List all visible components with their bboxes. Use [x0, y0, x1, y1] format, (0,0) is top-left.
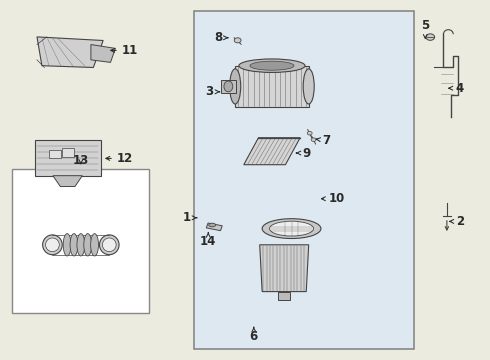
Ellipse shape — [63, 234, 71, 256]
Ellipse shape — [77, 234, 85, 256]
Text: 11: 11 — [111, 44, 138, 57]
Ellipse shape — [262, 219, 321, 238]
Ellipse shape — [99, 235, 119, 255]
Ellipse shape — [70, 234, 78, 256]
Text: 3: 3 — [206, 85, 220, 98]
Text: 12: 12 — [106, 152, 133, 165]
Ellipse shape — [209, 223, 216, 227]
Bar — [194, 11, 414, 349]
Polygon shape — [244, 138, 300, 165]
Ellipse shape — [239, 59, 305, 72]
Ellipse shape — [224, 81, 233, 92]
Text: 5: 5 — [421, 19, 429, 39]
Ellipse shape — [102, 238, 116, 252]
Bar — [49, 150, 61, 158]
Ellipse shape — [230, 69, 241, 104]
Text: 10: 10 — [321, 192, 345, 205]
Ellipse shape — [91, 234, 98, 256]
Text: 1: 1 — [183, 211, 197, 224]
Text: 9: 9 — [296, 147, 310, 159]
Bar — [220, 80, 236, 93]
Ellipse shape — [303, 69, 314, 104]
Text: 8: 8 — [214, 31, 228, 44]
Text: 13: 13 — [73, 154, 89, 167]
Bar — [34, 140, 101, 176]
Ellipse shape — [84, 234, 92, 256]
Ellipse shape — [270, 221, 314, 236]
Circle shape — [307, 131, 312, 135]
Ellipse shape — [46, 238, 59, 252]
Bar — [235, 66, 309, 107]
Bar — [12, 169, 149, 313]
Text: 2: 2 — [450, 215, 465, 228]
Bar — [206, 223, 222, 231]
Circle shape — [311, 138, 316, 141]
Polygon shape — [37, 37, 103, 68]
Bar — [278, 292, 290, 300]
Text: 6: 6 — [250, 327, 258, 343]
Polygon shape — [91, 45, 116, 62]
Text: 14: 14 — [200, 233, 217, 248]
Ellipse shape — [43, 235, 62, 255]
Text: 7: 7 — [316, 134, 330, 147]
Bar — [62, 148, 74, 157]
Polygon shape — [260, 245, 309, 292]
Text: 4: 4 — [449, 82, 464, 95]
Circle shape — [426, 34, 435, 40]
Ellipse shape — [250, 61, 294, 70]
Circle shape — [234, 38, 241, 43]
Polygon shape — [53, 176, 82, 186]
